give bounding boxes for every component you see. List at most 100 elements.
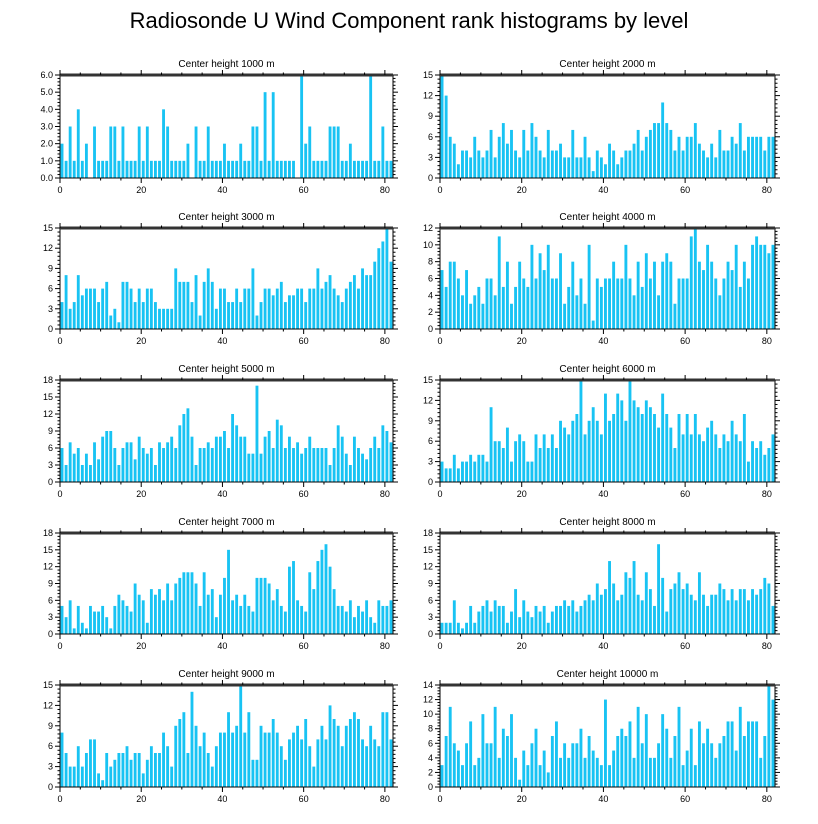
histogram-bar [105,617,109,634]
histogram-bar [669,757,673,787]
histogram-bar [595,278,599,329]
histogram-bar [706,427,710,482]
histogram-bar [469,303,473,329]
histogram-bar [235,725,239,787]
histogram-bar [158,753,161,787]
histogram-bar [243,436,247,482]
histogram-bar [332,719,336,787]
histogram-bar [440,461,444,482]
histogram-bar [751,441,754,482]
histogram-bar [448,468,452,482]
histogram-bar [501,448,505,482]
histogram-bar [239,685,243,787]
histogram-bar [718,295,722,329]
y-tick-label: 18 [43,528,53,538]
histogram-bar [365,600,369,634]
histogram-bar [149,746,153,787]
histogram-bar [473,136,477,178]
histogram-bar [546,129,550,178]
histogram-bar [518,434,522,482]
histogram-bar [510,129,513,178]
y-tick-label: 3 [428,612,433,622]
histogram-bar [469,721,473,787]
histogram-bar [97,302,101,329]
histogram-bar [223,577,226,634]
histogram-bar [706,728,710,787]
histogram-bar [771,434,775,482]
histogram-bar [644,572,648,634]
histogram-bar [145,453,149,482]
histogram-bar [324,160,328,178]
y-tick-label: 3 [428,152,433,162]
y-tick-label: 0 [48,477,53,487]
histogram-bar [599,765,603,787]
histogram-bar [296,288,299,329]
y-tick-label: 5.0 [40,87,53,97]
y-tick-label: 15 [43,680,53,690]
histogram-bar [324,739,328,787]
histogram-bar [579,728,583,787]
histogram-bar [93,126,96,178]
histogram-bar [76,605,80,634]
histogram-bar [361,739,364,787]
x-tick-label: 0 [57,185,62,195]
histogram-bar [259,160,263,178]
histogram-bar [89,605,92,634]
histogram-bar [493,295,497,329]
histogram-bar [357,719,360,787]
histogram-bar [571,261,575,329]
histogram-bar [465,461,468,482]
histogram-bar [239,143,243,178]
histogram-bar [275,589,279,634]
x-tick-label: 60 [299,336,309,346]
histogram-bar [742,150,746,178]
y-tick-label: 15 [43,223,53,233]
histogram-bar [348,143,352,178]
histogram-bar [186,143,190,178]
histogram-bar [742,589,746,634]
histogram-bar [292,732,295,787]
histogram-bar [344,611,348,634]
histogram-bar [640,414,644,482]
histogram-bar [632,295,636,329]
x-tick-label: 80 [380,489,390,499]
histogram-bar [64,275,68,329]
x-tick-label: 20 [136,185,146,195]
histogram-bar [194,126,198,178]
histogram-bar [251,126,255,178]
y-tick-label: 15 [423,70,433,80]
histogram-bar [648,757,652,787]
histogram-bar [158,308,161,329]
histogram-bar [710,420,714,482]
histogram-bar [763,577,767,634]
histogram-bar [628,721,632,787]
histogram-bar [534,434,538,482]
x-tick-label: 80 [762,185,772,195]
histogram-bar [279,425,283,482]
histogram-bar [80,622,84,634]
y-tick-label: 0 [48,629,53,639]
histogram-bar [64,753,68,787]
histogram-bar [344,725,348,787]
histogram-bar [632,143,636,178]
histogram-bar [288,739,291,787]
histogram-bar [352,436,356,482]
histogram-bar [456,164,460,178]
histogram-bar [186,408,190,482]
y-tick-label: 9 [428,579,433,589]
histogram-bar [673,150,677,178]
histogram-bar [288,295,291,329]
histogram-bar [661,714,665,787]
histogram-bar [275,419,279,482]
y-tick-label: 0 [428,324,433,334]
histogram-bar [550,150,554,178]
histogram-bar [469,605,473,634]
y-tick-label: 18 [423,528,433,538]
histogram-bar [320,448,324,482]
histogram-bar [530,123,534,178]
y-tick-label: 4 [428,290,433,300]
histogram-bar [271,719,275,787]
histogram-bar [275,288,279,329]
histogram-bar [767,685,771,787]
histogram-panel: Center height 5000 m 0 3 6 9 12 15 18 0 20 40 60 80 [43,364,398,499]
